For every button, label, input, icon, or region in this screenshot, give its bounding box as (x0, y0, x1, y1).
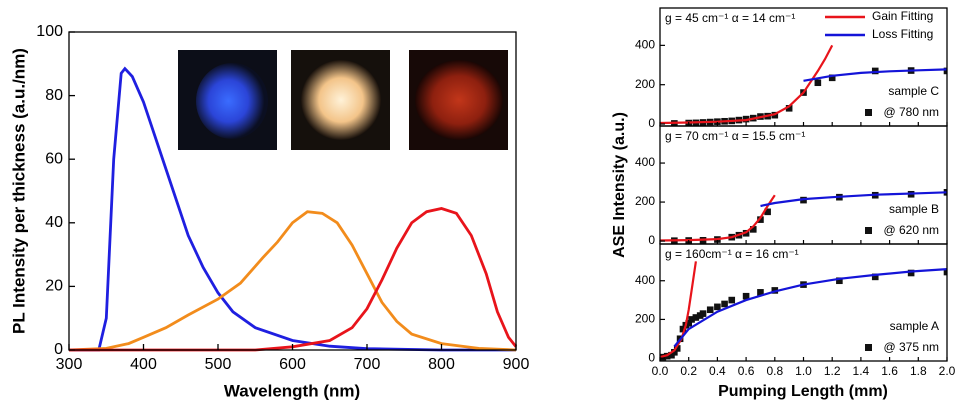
panel (660, 44, 947, 126)
data-point (671, 348, 678, 356)
sample-label: sample A (890, 319, 939, 333)
x-tick-label: 1.6 (881, 364, 898, 378)
data-point (785, 105, 793, 112)
sample-label: sample B (889, 202, 939, 216)
legend-label: Gain Fitting (872, 9, 933, 23)
data-point (685, 319, 692, 327)
legend-label: Loss Fitting (872, 27, 933, 41)
data-point (943, 67, 947, 75)
gain-fit (660, 44, 834, 125)
y-tick-label: 20 (45, 278, 63, 295)
wavelength-label: @ 620 nm (883, 223, 939, 237)
x-tick-label: 700 (354, 356, 381, 373)
data-point (749, 226, 757, 233)
x-axis-title: Wavelength (nm) (224, 381, 360, 400)
x-tick-label: 600 (279, 356, 306, 373)
y-tick-label: 0 (54, 341, 63, 358)
x-tick-label: 1.4 (853, 364, 870, 378)
data-point (871, 67, 879, 75)
x-tick-label: 400 (130, 356, 157, 373)
data-point (757, 289, 764, 296)
gain-fit (660, 261, 697, 359)
data-point (714, 303, 721, 311)
data-point (692, 314, 700, 321)
data-point (814, 79, 822, 87)
point-key (865, 344, 872, 351)
y-axis-title: PL Intensity per thickness (a.u./nm) (9, 48, 28, 334)
y-tick-label: 200 (635, 312, 655, 326)
x-tick-label: 800 (428, 356, 455, 373)
data-point (688, 316, 695, 323)
data-point (721, 300, 728, 308)
y-tick-label: 400 (635, 155, 655, 169)
data-point (757, 216, 764, 223)
x-tick-label: 500 (205, 356, 232, 373)
x-tick-label: 0.4 (709, 364, 726, 378)
data-point (742, 292, 750, 300)
x-tick-label: 0.2 (680, 364, 697, 378)
wavelength-label: @ 780 nm (883, 105, 939, 119)
x-tick-label: 1.2 (824, 364, 841, 378)
inset-photos (178, 50, 508, 150)
point-key (865, 109, 872, 116)
data-point (828, 74, 836, 82)
y-tick-label: 200 (635, 194, 655, 208)
data-point (728, 296, 736, 304)
y-tick-label: 400 (635, 38, 655, 52)
x-tick-label: 2.0 (939, 364, 956, 378)
annotation: g = 45 cm⁻¹ α = 14 cm⁻¹ (665, 11, 795, 25)
pl-curve (68, 210, 517, 352)
data-point (836, 277, 843, 285)
data-point (943, 268, 947, 276)
data-point (871, 273, 879, 281)
annotation: g = 160cm⁻¹ α = 16 cm⁻¹ (665, 247, 799, 261)
y-tick-label: 60 (45, 150, 63, 167)
loss-fit (803, 68, 947, 82)
x-tick-label: 900 (503, 356, 530, 373)
x-tick-label: 1.8 (910, 364, 927, 378)
annotation: g = 70 cm⁻¹ α = 15.5 cm⁻¹ (665, 129, 805, 143)
glow (196, 63, 268, 139)
data-point (706, 306, 714, 314)
loss-fit (673, 268, 947, 348)
glow (301, 60, 381, 140)
loss-fit (760, 191, 947, 208)
point-key (865, 227, 872, 234)
x-axis-title: Pumping Length (mm) (718, 383, 888, 400)
data-point (907, 269, 915, 277)
data-point (679, 325, 687, 333)
y-axis-title: ASE Intensity (a.u.) (611, 112, 628, 258)
y-tick-label: 40 (45, 214, 63, 231)
y-tick-label: 0 (648, 350, 655, 364)
y-tick-label: 400 (635, 273, 655, 287)
x-tick-label: 1.0 (795, 364, 812, 378)
gain-fit (660, 194, 776, 242)
wavelength-label: @ 375 nm (883, 340, 939, 354)
y-tick-label: 0 (648, 233, 655, 247)
glow (415, 60, 503, 140)
y-tick-label: 80 (45, 87, 63, 104)
x-tick-label: 0.8 (766, 364, 783, 378)
panel (660, 261, 947, 361)
pl-curve (69, 207, 518, 352)
y-tick-label: 200 (635, 77, 655, 91)
data-point (673, 345, 681, 352)
y-tick-label: 100 (36, 23, 63, 40)
sample-label: sample C (888, 84, 939, 98)
data-point (764, 208, 771, 216)
data-point (699, 310, 707, 317)
x-tick-label: 0.0 (652, 364, 669, 378)
x-tick-label: 0.6 (738, 364, 755, 378)
y-tick-label: 0 (648, 116, 655, 130)
pl-curve (69, 66, 516, 352)
x-tick-label: 300 (56, 356, 83, 373)
